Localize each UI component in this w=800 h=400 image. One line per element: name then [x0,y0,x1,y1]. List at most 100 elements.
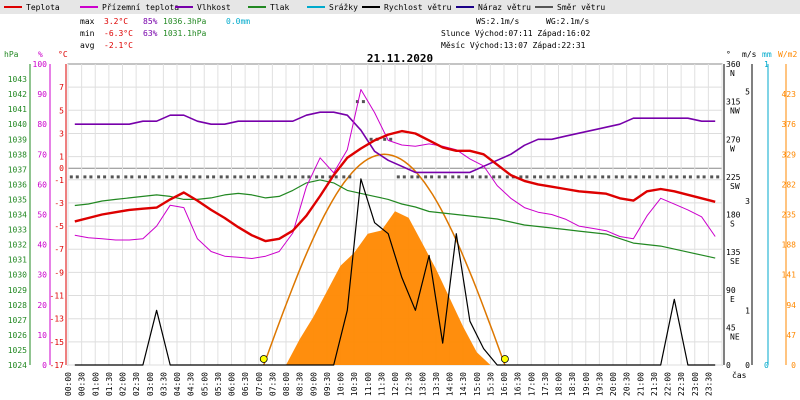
wind-dir-point [492,175,496,179]
humidity-unit: % [38,50,43,59]
stats-min-humidity: 63% [143,29,158,38]
humidity-tick: 70 [37,150,47,159]
wind-dir-point [716,175,720,179]
time-tick: 10:00 [337,372,346,396]
wind-dir-point [342,175,346,179]
wind-dir-point [396,175,400,179]
wind-dir-point [593,175,597,179]
time-tick: 21:30 [650,372,659,396]
rain-tick: 1 [764,60,769,69]
time-tick: 22:30 [677,372,686,396]
pressure-tick: 1025 [8,346,27,355]
humidity-tick: 50 [37,211,47,220]
wind-dir-point [233,175,237,179]
wind-dir-point [83,175,87,179]
humidity-line [74,111,716,174]
stats-avg-label: avg [80,41,95,50]
wind-dir-point [137,175,141,179]
sun-arc [262,153,506,366]
wind-dir-point [655,175,659,179]
axes: 1043104210411040103910381037103610351034… [8,60,796,396]
wind-speed-tick: 3 [745,197,750,206]
wind-dir-point [560,175,564,179]
wind-dir-point [675,175,679,179]
wind-dir-point [682,175,686,179]
wind-dir-name: NE [730,332,740,341]
wind-dir-point [328,175,332,179]
humidity-tick: 90 [37,90,47,99]
info-wind-speed: WS:2.1m/s [476,17,520,26]
temp-tick: -11 [50,292,65,301]
wind-dir-name: NW [730,107,740,116]
time-tick: 02:30 [132,372,141,396]
wind-speed-tick: 1 [745,306,750,315]
wind-dir-tick: 180 [726,211,741,220]
wind-dir-point [587,175,591,179]
time-tick: 15:00 [473,372,482,396]
wind-dir-point [546,175,550,179]
wind-dir-point [110,175,114,179]
wind-dir-tick: 225 [726,173,741,182]
wind-dir-point [246,175,250,179]
pressure-line [74,179,716,259]
wind-dir-point [628,175,632,179]
stats-max-humidity: 85% [143,17,158,26]
time-tick: 16:30 [514,372,523,396]
wind-dir-point [301,175,305,179]
humidity-tick: 10 [37,331,47,340]
legend-bar [0,0,800,14]
wind-dir-point [239,175,243,179]
wind-dir-name: SW [730,182,740,191]
wind-dir-name: SE [730,257,740,266]
wind-dir-tick: 315 [726,98,741,107]
wind-dir-point [184,175,188,179]
wind-dir-point [274,175,278,179]
wind-dir-point [361,100,365,104]
time-tick: 05:30 [214,372,223,396]
wind-dir-point [165,175,169,179]
temp-tick: -17 [50,361,65,370]
rain-tick: 0 [764,361,769,370]
time-tick: 01:30 [105,372,114,396]
temp-tick: 7 [59,83,64,92]
wind-speed-line [74,178,716,366]
wind-dir-point [130,175,134,179]
time-tick: 04:30 [187,372,196,396]
humidity-tick: 60 [37,180,47,189]
wind-dir-point [648,175,652,179]
time-tick: 17:30 [541,372,550,396]
wind-dir-point [124,175,128,179]
wind-dir-point [266,175,270,179]
time-tick: 19:30 [595,372,604,396]
wind-dir-point [601,175,605,179]
time-tick: 09:00 [309,372,318,396]
wind-dir-tick: 270 [726,135,741,144]
temp-tick: 3 [59,129,64,138]
temp-tick: -7 [54,245,64,254]
temperature-line [74,129,716,243]
wind-speed-tick: 0 [745,361,750,370]
pressure-tick: 1028 [8,301,27,310]
pressure-tick: 1040 [8,120,27,129]
wind-dir-point [457,175,461,179]
humidity-tick: 100 [33,60,48,69]
wind-dir-point [451,175,455,179]
wind-dir-name: W [730,144,735,153]
time-tick: 19:00 [582,372,591,396]
plot-area [69,89,720,366]
wind-dir-point [171,175,175,179]
stats-max-temp: 3.2°C [104,17,128,26]
time-tick: 20:00 [609,372,618,396]
stats-max-label: max [80,17,95,26]
wind-dir-point [470,175,474,179]
ground-temp-line [74,89,716,259]
wind-dir-point [225,175,229,179]
wind-dir-point [669,175,673,179]
pressure-tick: 1035 [8,195,27,204]
wind-dir-point [103,175,107,179]
wind-dir-point [614,175,618,179]
time-tick: 10:30 [350,372,359,396]
pressure-tick: 1036 [8,180,27,189]
pressure-tick: 1037 [8,165,27,174]
legend-label: Náraz větru [478,3,531,12]
